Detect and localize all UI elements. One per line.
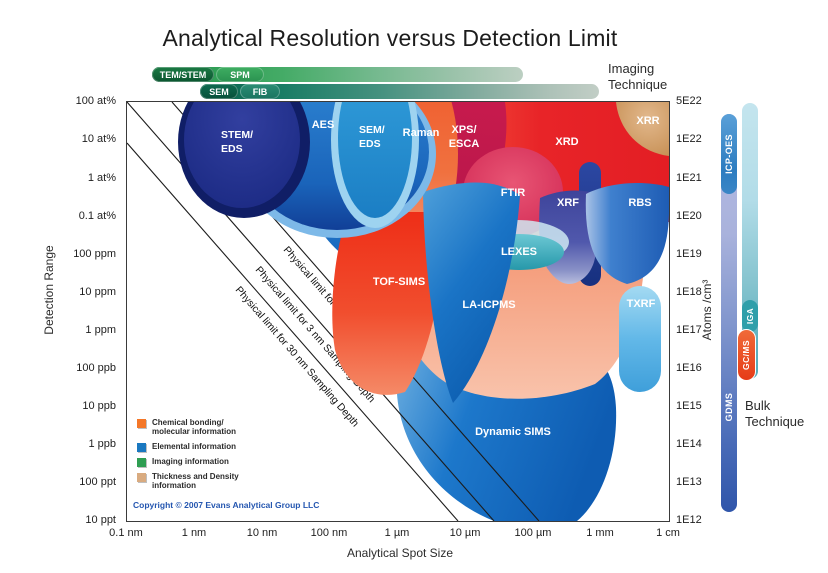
x-tick-2: 10 nm bbox=[246, 527, 278, 539]
label-raman: Raman bbox=[403, 127, 440, 139]
legend-label-chemical: Chemical bonding/ molecular information bbox=[152, 418, 237, 437]
blob-rbs bbox=[585, 183, 669, 284]
y-left-tick-11: 10 ppt bbox=[85, 514, 116, 526]
y-left-tick-4: 100 ppm bbox=[73, 248, 116, 260]
y-left-tick-2: 1 at% bbox=[87, 172, 116, 184]
blob-tof-sims bbox=[332, 212, 447, 395]
page-title: Analytical Resolution versus Detection L… bbox=[162, 25, 618, 51]
y-right-tick-5: 1E18 bbox=[676, 286, 702, 298]
y-left-tick-0: 100 at% bbox=[75, 95, 116, 107]
legend-item-elemental: Elemental information bbox=[137, 442, 239, 452]
bulk-label-gcms: GC/MS bbox=[741, 340, 751, 370]
legend-swatch-chemical bbox=[137, 419, 146, 428]
label-aes: AES bbox=[312, 119, 335, 131]
legend-swatch-elemental bbox=[137, 442, 146, 452]
label-sem-eds-2: EDS bbox=[359, 138, 381, 150]
blob-sem-eds bbox=[338, 102, 412, 218]
y-right-tick-9: 1E14 bbox=[676, 438, 702, 450]
blob-la-icpms bbox=[423, 182, 520, 403]
bulk-technique-label: Bulk Technique bbox=[745, 398, 805, 430]
legend-item-thickness: Thickness and Density information bbox=[137, 472, 239, 491]
y-right-tick-8: 1E15 bbox=[676, 400, 702, 412]
legend-item-chemical: Chemical bonding/ molecular information bbox=[137, 418, 239, 437]
y-right-tick-11: 1E12 bbox=[676, 514, 702, 526]
y-right-tick-2: 1E21 bbox=[676, 172, 702, 184]
y-right-tick-0: 5E22 bbox=[676, 95, 702, 107]
plot-area: Physical limit for 0.3 nm Sampling Depth… bbox=[126, 101, 670, 522]
legend-label-elemental: Elemental information bbox=[152, 441, 237, 451]
label-la-icpms: LA-ICPMS bbox=[462, 299, 515, 311]
label-sem-eds-1: SEM/ bbox=[359, 124, 385, 136]
y-left-axis-title: Detection Range bbox=[42, 245, 56, 335]
label-xps-1: XPS/ bbox=[451, 124, 476, 136]
y-left-tick-7: 100 ppb bbox=[76, 362, 116, 374]
legend-swatch-imaging bbox=[137, 457, 146, 467]
bulk-label-gdms: GDMS bbox=[724, 392, 734, 422]
x-tick-5: 10 µm bbox=[449, 527, 481, 539]
label-stem-eds-1: STEM/ bbox=[221, 129, 253, 141]
x-axis-title: Analytical Spot Size bbox=[346, 546, 454, 560]
pill-fib: FIB bbox=[240, 84, 280, 99]
limit-line-30nm bbox=[127, 142, 459, 521]
legend-item-imaging: Imaging information bbox=[137, 457, 239, 467]
legend: Chemical bonding/ molecular information … bbox=[137, 418, 239, 496]
label-ftir: FTIR bbox=[501, 187, 525, 199]
y-left-tick-6: 1 ppm bbox=[85, 324, 116, 336]
bulk-bar-icp-oes bbox=[721, 114, 737, 194]
x-tick-6: 100 µm bbox=[514, 527, 552, 539]
x-tick-3: 100 nm bbox=[310, 527, 348, 539]
y-right-tick-4: 1E19 bbox=[676, 248, 702, 260]
imaging-bar-tem-spm: TEM/STEM SPM bbox=[152, 67, 523, 82]
bulk-pill-gcms bbox=[737, 329, 756, 381]
label-tof-sims: TOF-SIMS bbox=[373, 276, 425, 288]
imaging-technique-label: Imaging Technique bbox=[608, 61, 668, 93]
y-left-tick-9: 1 ppb bbox=[88, 438, 116, 450]
y-left-tick-5: 10 ppm bbox=[79, 286, 116, 298]
label-txrf: TXRF bbox=[627, 298, 656, 310]
y-right-tick-3: 1E20 bbox=[676, 210, 702, 222]
bulk-pill-iga bbox=[742, 300, 758, 332]
legend-label-imaging: Imaging information bbox=[152, 456, 229, 466]
x-tick-0: 0.1 nm bbox=[109, 527, 143, 539]
x-tick-4: 1 µm bbox=[384, 527, 410, 539]
copyright: Copyright © 2007 Evans Analytical Group … bbox=[133, 500, 320, 510]
legend-label-thickness: Thickness and Density information bbox=[152, 471, 239, 491]
imaging-bar-sem-fib: SEM FIB bbox=[200, 84, 599, 99]
y-right-tick-7: 1E16 bbox=[676, 362, 702, 374]
label-stem-eds-2: EDS bbox=[221, 143, 243, 155]
label-xrf: XRF bbox=[557, 197, 579, 209]
x-tick-1: 1 nm bbox=[181, 527, 207, 539]
label-xrd: XRD bbox=[555, 136, 578, 148]
blob-txrf bbox=[619, 286, 661, 392]
pill-spm: SPM bbox=[216, 67, 264, 82]
bulk-label-icp-oes: ICP-OES bbox=[724, 134, 734, 174]
y-left-tick-8: 10 ppb bbox=[82, 400, 116, 412]
y-right-axis-title: Atoms /cm³ bbox=[700, 279, 714, 341]
x-tick-8: 1 cm bbox=[656, 527, 680, 539]
blob-xrr bbox=[616, 102, 669, 156]
y-left-tick-1: 10 at% bbox=[81, 133, 116, 145]
pill-sem: SEM bbox=[200, 84, 238, 99]
pill-tem-stem: TEM/STEM bbox=[152, 67, 214, 82]
label-dynamic-sims: Dynamic SIMS bbox=[475, 426, 551, 438]
label-rbs: RBS bbox=[628, 197, 651, 209]
bulk-bar-gdms bbox=[721, 114, 737, 512]
label-lexes: LEXES bbox=[501, 246, 537, 258]
x-tick-7: 1 mm bbox=[586, 527, 614, 539]
label-xrr: XRR bbox=[636, 115, 659, 127]
legend-swatch-thickness bbox=[137, 472, 146, 482]
y-right-tick-10: 1E13 bbox=[676, 476, 702, 488]
blob-stem-eds bbox=[184, 102, 300, 208]
y-right-tick-1: 1E22 bbox=[676, 133, 702, 145]
y-left-tick-10: 100 ppt bbox=[79, 476, 116, 488]
y-left-tick-3: 0.1 at% bbox=[78, 210, 116, 222]
y-right-tick-6: 1E17 bbox=[676, 324, 702, 336]
label-xps-2: ESCA bbox=[449, 138, 480, 150]
technique-blobs: Physical limit for 0.3 nm Sampling Depth… bbox=[127, 102, 669, 521]
